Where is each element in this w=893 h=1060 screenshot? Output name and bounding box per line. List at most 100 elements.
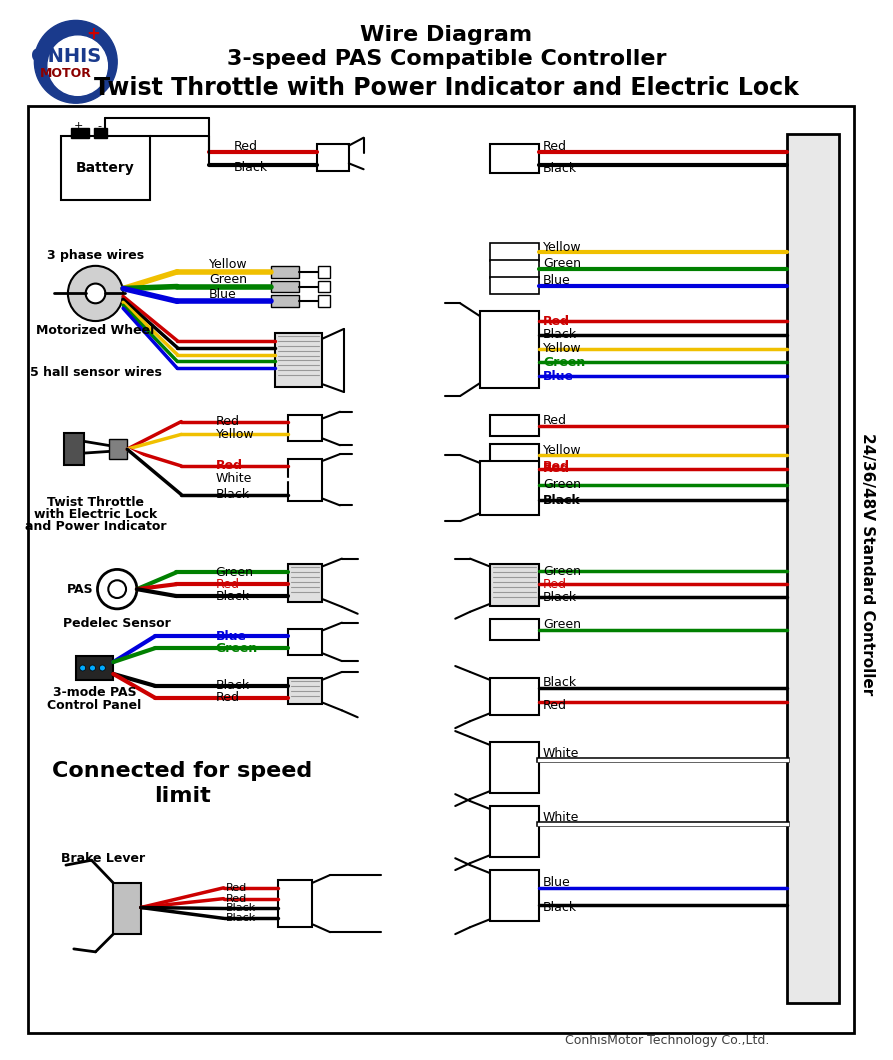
Bar (489, 414, 539, 437)
Bar (271, 296, 298, 307)
Text: Black: Black (543, 162, 577, 175)
Text: White: White (216, 473, 252, 485)
Text: Blue: Blue (216, 630, 246, 643)
Text: Red: Red (216, 578, 239, 590)
Text: MOTOR: MOTOR (40, 67, 92, 81)
Text: Control Panel: Control Panel (47, 699, 142, 712)
Text: ONHIS: ONHIS (30, 48, 101, 67)
Text: Green: Green (543, 258, 581, 270)
Text: with Electric Lock: with Electric Lock (34, 508, 157, 520)
Text: ConhisMotor Technology Co.,Ltd.: ConhisMotor Technology Co.,Ltd. (565, 1035, 770, 1047)
Text: Black: Black (543, 494, 580, 507)
Bar (489, 243, 539, 261)
Text: Black: Black (543, 901, 577, 914)
Text: Blue: Blue (543, 275, 571, 287)
Text: Yellow: Yellow (209, 259, 247, 271)
Text: Red: Red (226, 894, 246, 903)
Text: Black: Black (216, 679, 250, 692)
Text: Red: Red (216, 416, 239, 428)
Text: Red: Red (543, 699, 567, 712)
Text: Green: Green (543, 356, 585, 369)
Text: Red: Red (216, 691, 239, 704)
Circle shape (97, 569, 137, 608)
Text: Blue: Blue (543, 877, 571, 889)
Text: Black: Black (226, 914, 256, 923)
Bar (489, 677, 539, 716)
Text: Blue: Blue (543, 370, 574, 383)
Bar (288, 565, 322, 602)
Text: Twist Throttle: Twist Throttle (47, 496, 144, 509)
Text: Red: Red (543, 460, 570, 474)
Circle shape (48, 36, 107, 95)
Text: Red: Red (233, 140, 257, 153)
Text: and Power Indicator: and Power Indicator (25, 519, 166, 532)
Text: -: - (97, 121, 102, 130)
Bar (318, 266, 330, 278)
Text: Yellow: Yellow (543, 342, 581, 355)
Circle shape (86, 284, 105, 303)
Text: 3-speed PAS Compatible Controller: 3-speed PAS Compatible Controller (227, 49, 666, 69)
Bar (489, 870, 539, 921)
Bar (94, 128, 107, 138)
Text: Black: Black (226, 903, 256, 914)
Bar (278, 880, 313, 928)
Text: PAS: PAS (67, 583, 94, 596)
Bar (318, 296, 330, 307)
Text: Black: Black (543, 329, 577, 341)
Text: Red: Red (543, 140, 567, 153)
Text: Green: Green (543, 618, 581, 631)
Bar (788, 134, 839, 1003)
Text: 3 phase wires: 3 phase wires (47, 249, 144, 263)
Bar (489, 565, 539, 606)
Text: Green: Green (543, 565, 581, 578)
Bar (489, 260, 539, 278)
Bar (271, 281, 298, 293)
Text: Connected for speed: Connected for speed (52, 761, 313, 781)
Text: Red: Red (216, 459, 243, 473)
Bar (61, 136, 150, 199)
Text: Black: Black (216, 589, 250, 602)
Text: +: + (74, 121, 83, 130)
Bar (317, 143, 349, 172)
Text: Yellow: Yellow (216, 428, 255, 441)
Bar (480, 312, 539, 388)
Text: Green: Green (209, 273, 246, 286)
Bar (489, 742, 539, 793)
Bar (288, 414, 322, 441)
Text: Black: Black (543, 676, 577, 689)
Text: Motorized Wheel: Motorized Wheel (37, 324, 154, 337)
Text: 5 hall sensor wires: 5 hall sensor wires (29, 366, 162, 378)
Bar (275, 333, 322, 387)
Text: White: White (543, 811, 580, 825)
Text: Black: Black (233, 161, 268, 174)
Text: Black: Black (216, 488, 250, 501)
Bar (71, 128, 88, 138)
Bar (64, 434, 84, 465)
Text: Yellow: Yellow (543, 444, 581, 457)
Text: 24/36/48V Standard Controller: 24/36/48V Standard Controller (860, 434, 875, 695)
Bar (109, 439, 127, 459)
Text: Brake Lever: Brake Lever (61, 852, 146, 865)
Bar (113, 883, 141, 934)
Circle shape (89, 665, 96, 671)
Bar (489, 619, 539, 640)
Text: +: + (87, 25, 100, 43)
Circle shape (99, 665, 105, 671)
Bar (288, 459, 322, 501)
Bar (489, 277, 539, 295)
Text: Red: Red (543, 578, 567, 590)
Text: Twist Throttle with Power Indicator and Electric Lock: Twist Throttle with Power Indicator and … (94, 76, 799, 101)
Text: Blue: Blue (209, 288, 237, 301)
Bar (318, 281, 330, 293)
Bar (29, 106, 855, 1032)
Text: 3-mode PAS: 3-mode PAS (53, 686, 137, 700)
Circle shape (68, 266, 123, 321)
Circle shape (79, 665, 86, 671)
Bar (288, 629, 322, 655)
Bar (489, 444, 539, 466)
Bar (76, 656, 113, 679)
Circle shape (108, 580, 126, 598)
Bar (489, 806, 539, 858)
Bar (480, 461, 539, 515)
Text: Green: Green (543, 478, 581, 491)
